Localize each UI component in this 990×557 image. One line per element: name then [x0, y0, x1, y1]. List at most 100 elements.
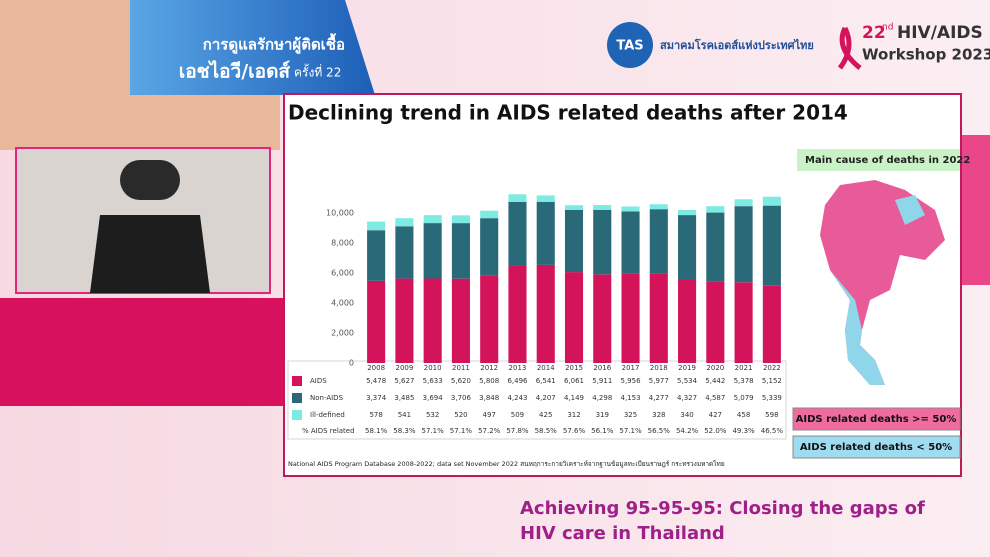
table-cell: 4,298	[592, 394, 612, 402]
legend-label: AIDS	[310, 377, 327, 385]
table-cell: 5,442	[705, 377, 725, 385]
speaker-body	[90, 215, 210, 293]
table-cell: 6,061	[564, 377, 584, 385]
x-tick-label: 2012	[480, 364, 498, 372]
table-cell: 340	[680, 411, 693, 419]
table-cell: 312	[567, 411, 580, 419]
y-tick-label: 0	[349, 359, 354, 368]
x-tick-label: 2010	[424, 364, 442, 372]
bar-segment	[395, 218, 414, 227]
bar-segment	[678, 209, 697, 216]
table-cell: 532	[426, 411, 439, 419]
x-tick-label: 2013	[509, 364, 527, 372]
bar-segment	[536, 201, 555, 265]
table-cell: 5,478	[366, 377, 386, 385]
table-cell: 5,620	[451, 377, 471, 385]
bar-segment	[593, 209, 612, 275]
table-cell: 58.5%	[535, 427, 558, 435]
x-tick-label: 2017	[622, 364, 640, 372]
table-cell: 5,911	[592, 377, 612, 385]
legend-low: AIDS related deaths < 50%	[800, 442, 952, 453]
legend-high-box	[792, 407, 961, 431]
table-cell: 58.3%	[393, 427, 416, 435]
legend-high: AIDS related deaths >= 50%	[796, 414, 957, 425]
table-cell: 4,587	[705, 394, 725, 402]
bar-segment	[706, 206, 725, 213]
bar-segment	[423, 215, 442, 224]
bar-segment	[480, 275, 499, 363]
bar-segment	[706, 212, 725, 282]
bar-segment	[536, 195, 555, 202]
table-cell: 4,149	[564, 394, 584, 402]
table-cell: 52.0%	[704, 427, 727, 435]
x-tick-label: 2022	[763, 364, 781, 372]
bar-segment	[621, 206, 640, 212]
table-cell: 4,277	[649, 394, 669, 402]
bar-segment	[593, 274, 612, 363]
bar-segment	[762, 205, 781, 286]
table-cell: 4,153	[621, 394, 641, 402]
bar-segment	[451, 223, 470, 279]
bar-segment	[395, 226, 414, 279]
bar-segment	[564, 272, 584, 363]
table-cell: 5,378	[734, 377, 754, 385]
speaker-head	[120, 160, 180, 200]
table-cell: 578	[369, 411, 382, 419]
bar-segment	[762, 285, 781, 363]
legend-swatch	[292, 376, 302, 386]
bar-segment	[480, 218, 499, 276]
table-cell: 5,956	[621, 377, 642, 385]
table-cell: 5,534	[677, 377, 698, 385]
table-cell: 4,207	[536, 394, 556, 402]
table-cell: 54.2%	[676, 427, 699, 435]
table-cell: 46.5%	[761, 427, 784, 435]
bar-segment	[621, 211, 640, 274]
table-cell: 325	[624, 411, 637, 419]
bar-segment	[649, 209, 668, 274]
legend-label: Ill-defined	[310, 411, 345, 419]
bar-segment	[678, 279, 697, 363]
table-cell: 6,541	[536, 377, 556, 385]
map-title-box	[797, 149, 960, 171]
table-cell: 509	[511, 411, 524, 419]
x-tick-label: 2016	[593, 364, 611, 372]
table-cell: 3,694	[423, 394, 444, 402]
bar-segment	[734, 282, 753, 363]
map-title: Main cause of deaths in 2022	[805, 155, 970, 166]
x-tick-label: 2018	[650, 364, 668, 372]
bar-segment	[593, 205, 612, 210]
header-band	[130, 0, 375, 95]
legend-low-box	[792, 435, 961, 459]
y-tick-label: 8,000	[331, 239, 354, 248]
y-tick-label: 4,000	[331, 299, 354, 308]
y-tick-label: 10,000	[326, 209, 354, 218]
bar-segment	[367, 230, 386, 281]
bar-segment	[762, 196, 781, 206]
ribbon	[837, 26, 862, 70]
bar-segment	[480, 210, 499, 219]
table-cell: 5,977	[649, 377, 669, 385]
x-tick-label: 2020	[706, 364, 724, 372]
bar-segment	[395, 278, 414, 363]
x-tick-label: 2015	[565, 364, 583, 372]
table-cell: 458	[737, 411, 750, 419]
table-cell: 3,848	[479, 394, 499, 402]
table-cell: 520	[454, 411, 467, 419]
table-cell: 5,152	[762, 377, 782, 385]
table-cell: 5,079	[734, 394, 754, 402]
bar-segment	[508, 194, 527, 202]
table-cell: 328	[652, 411, 665, 419]
legend-label: Non-AIDS	[310, 394, 344, 402]
map-low-areas	[830, 195, 925, 385]
x-tick-label: 2014	[537, 364, 555, 372]
table-cell: 56.1%	[591, 427, 614, 435]
bar-segment	[451, 278, 470, 363]
x-tick-label: 2008	[367, 364, 385, 372]
legend-swatch	[292, 393, 302, 403]
bar-segment	[564, 205, 584, 210]
chart: 0 2,000 4,000 6,000 8,000 10,000 AIDS Non-AIDS I…	[287, 194, 787, 440]
table-cell: 427	[709, 411, 722, 419]
y-tick-label: 2,000	[331, 329, 354, 338]
bar-segment	[734, 199, 753, 207]
